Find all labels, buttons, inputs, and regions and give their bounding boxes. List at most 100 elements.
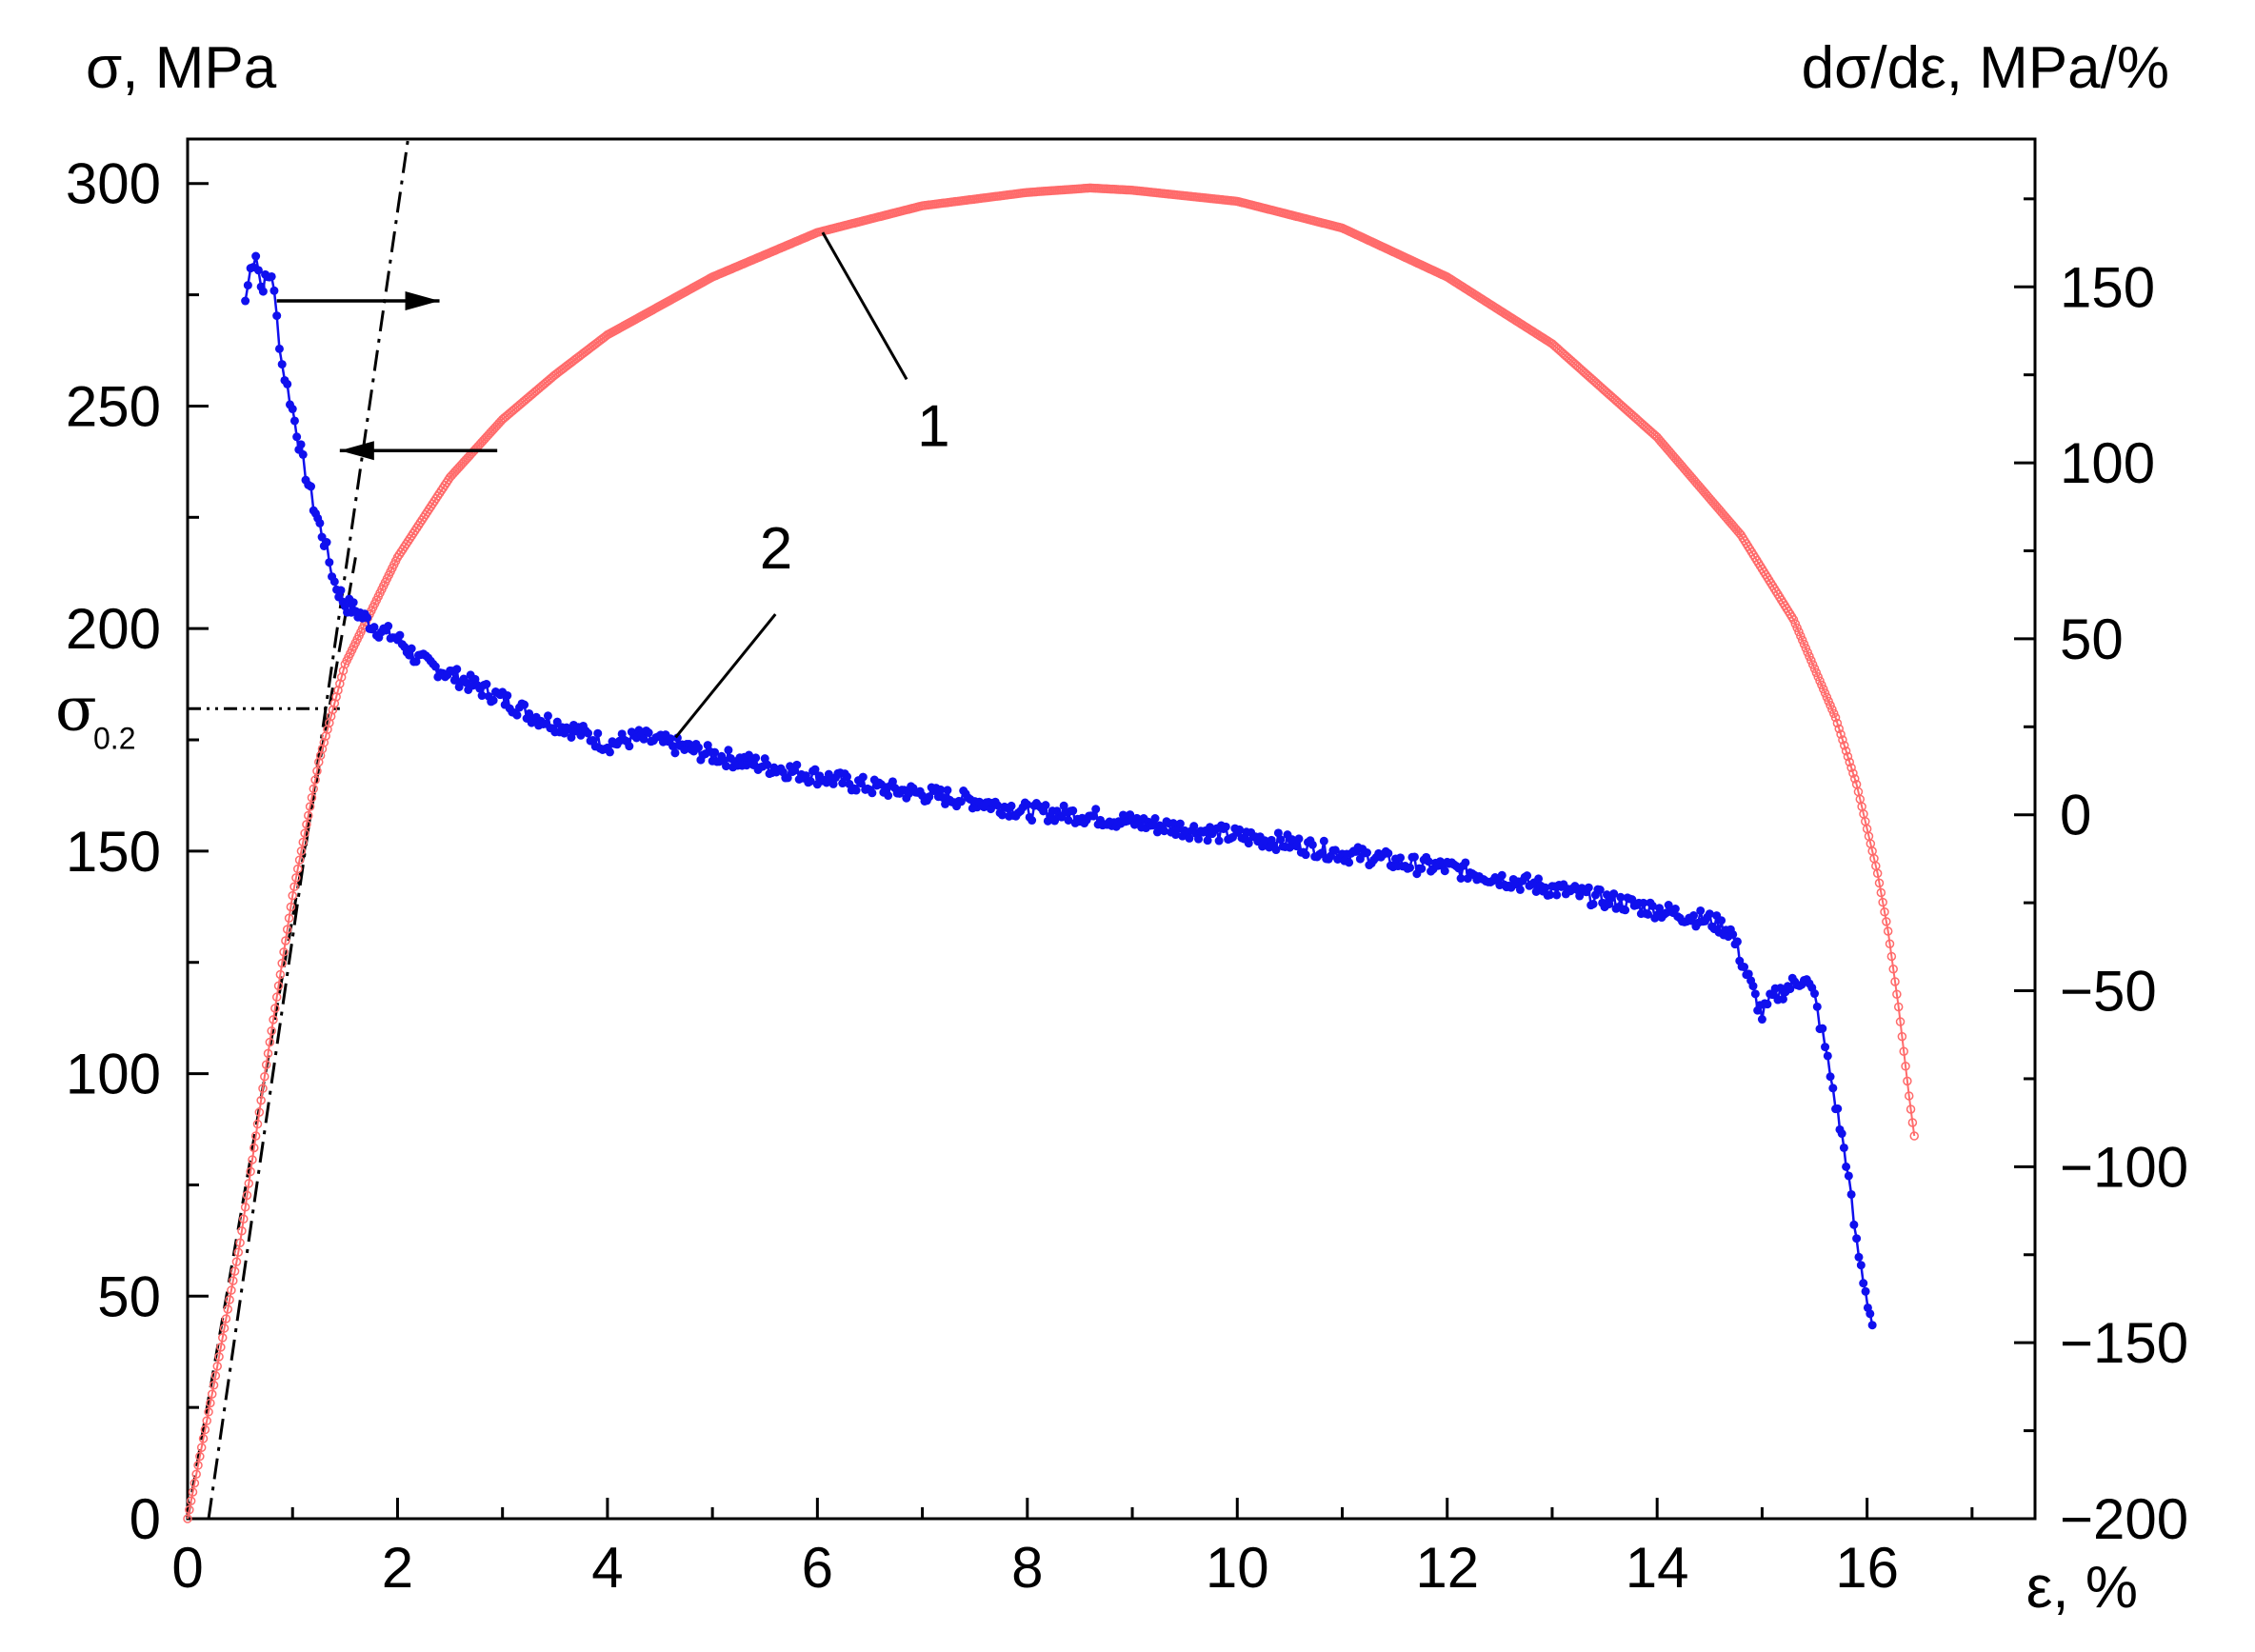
series-1-point [198,1434,209,1443]
right-y-tick-label: 0 [2060,784,2091,847]
series-2-point [405,650,414,660]
series-1-point [1807,660,1818,669]
series-1-point [1874,878,1885,888]
series-2-point [1826,1072,1835,1082]
series-2-point [1778,994,1787,1004]
series-2-point [1271,846,1281,855]
x-tick-label: 14 [1626,1536,1689,1600]
series-2-point [477,691,487,701]
series-1-point [1845,757,1855,767]
series-2-point [1740,963,1749,972]
series-2-point [267,271,276,281]
series-1-point [252,1119,263,1129]
series-2-point [1384,848,1393,858]
series-2-point [593,728,603,738]
series-1-point [207,1389,217,1399]
sigma-0-2-label: σ [55,674,97,745]
series-1-point [260,1071,269,1082]
series-1-point [1805,651,1814,662]
series-1-point [214,1352,224,1362]
series-1-point [209,1381,219,1390]
right-y-tick-label: −50 [2060,960,2157,1024]
series-2-point [997,810,1007,820]
series-1-point [1797,635,1807,645]
series-2-point [1221,822,1230,831]
series-2-point [1744,969,1753,979]
series-2-point [644,728,653,738]
series-1-stress-curve [183,183,1919,1523]
series-1-point [1796,631,1806,641]
series-2-point [724,746,733,755]
x-axis-title: ε, % [2026,1555,2138,1621]
series-2-point [1833,1104,1843,1113]
series-1-point [1826,701,1835,710]
series-1-point [183,1514,192,1523]
series-1-point [210,1371,221,1381]
series-1-point [191,1469,201,1480]
series-1-point [294,855,305,865]
series-2-point [315,518,325,527]
series-2-point [888,777,897,786]
series-2-point [1148,821,1158,830]
series-2-point [584,728,593,738]
x-tick-label: 12 [1415,1536,1479,1600]
series-1-point [270,1004,280,1013]
series-2-point [1810,989,1820,999]
series-2-point [322,538,331,547]
left-y-tick-label: 100 [66,1043,161,1106]
x-tick-label: 0 [171,1536,203,1600]
series-1-point [315,750,326,761]
series-2-point [670,748,680,758]
series-2-point [251,251,261,261]
series-1-point [235,1238,245,1247]
series-1-point [202,1416,211,1425]
series-2-point [925,792,934,802]
series-1-point [1906,1105,1916,1114]
series-1-point [212,1362,222,1371]
series-1-point [1907,1118,1918,1127]
series-1-point [263,1048,273,1059]
series-2-point [693,743,703,752]
series-1-point [195,1451,205,1462]
series-2-point [1867,1321,1877,1330]
series-2-point [1345,858,1354,867]
series-2-point [1647,901,1657,910]
series-1-point [279,947,289,957]
series-1-point [338,666,349,676]
x-tick-label: 2 [382,1536,413,1600]
series-1-point [309,784,319,794]
series-2-point [1409,852,1419,862]
series-2-point [1307,840,1317,849]
series-1-point [1828,708,1839,719]
series-2-point [1842,1162,1851,1171]
series-2-point [1849,1220,1859,1229]
series-1-point [304,810,313,821]
right-y-tick-label: 150 [2060,255,2155,319]
series-1-point [1878,897,1887,907]
series-1-point [1824,696,1833,707]
series-2-point [639,734,649,744]
series-2-point [1705,909,1714,919]
series-1-point [240,1203,250,1212]
axis-ticks: 0 2 4 6 8 10 12 14 16050100150200250300−200−150−… [66,152,2188,1600]
series-1-point [333,686,343,695]
annotations: σ0.2 1 2 [55,231,950,755]
series-1-point [1811,667,1822,678]
series-2-point [858,772,868,782]
series-2-point [503,690,512,700]
series-2-point [543,711,552,721]
left-y-tick-label: 150 [66,820,161,884]
right-axis-arrow-head [405,291,440,311]
series-2-point [407,644,416,653]
series-2-point [1844,1171,1853,1181]
series-2-point [325,558,334,567]
series-2-point [430,662,440,671]
series-2-point [1189,822,1199,831]
series-1-point [336,672,347,683]
series-2-point [1088,811,1098,821]
series-2-point [258,287,268,296]
series-1-point [258,1084,268,1093]
series-2-point [843,772,852,782]
series-2-point [1670,905,1680,914]
